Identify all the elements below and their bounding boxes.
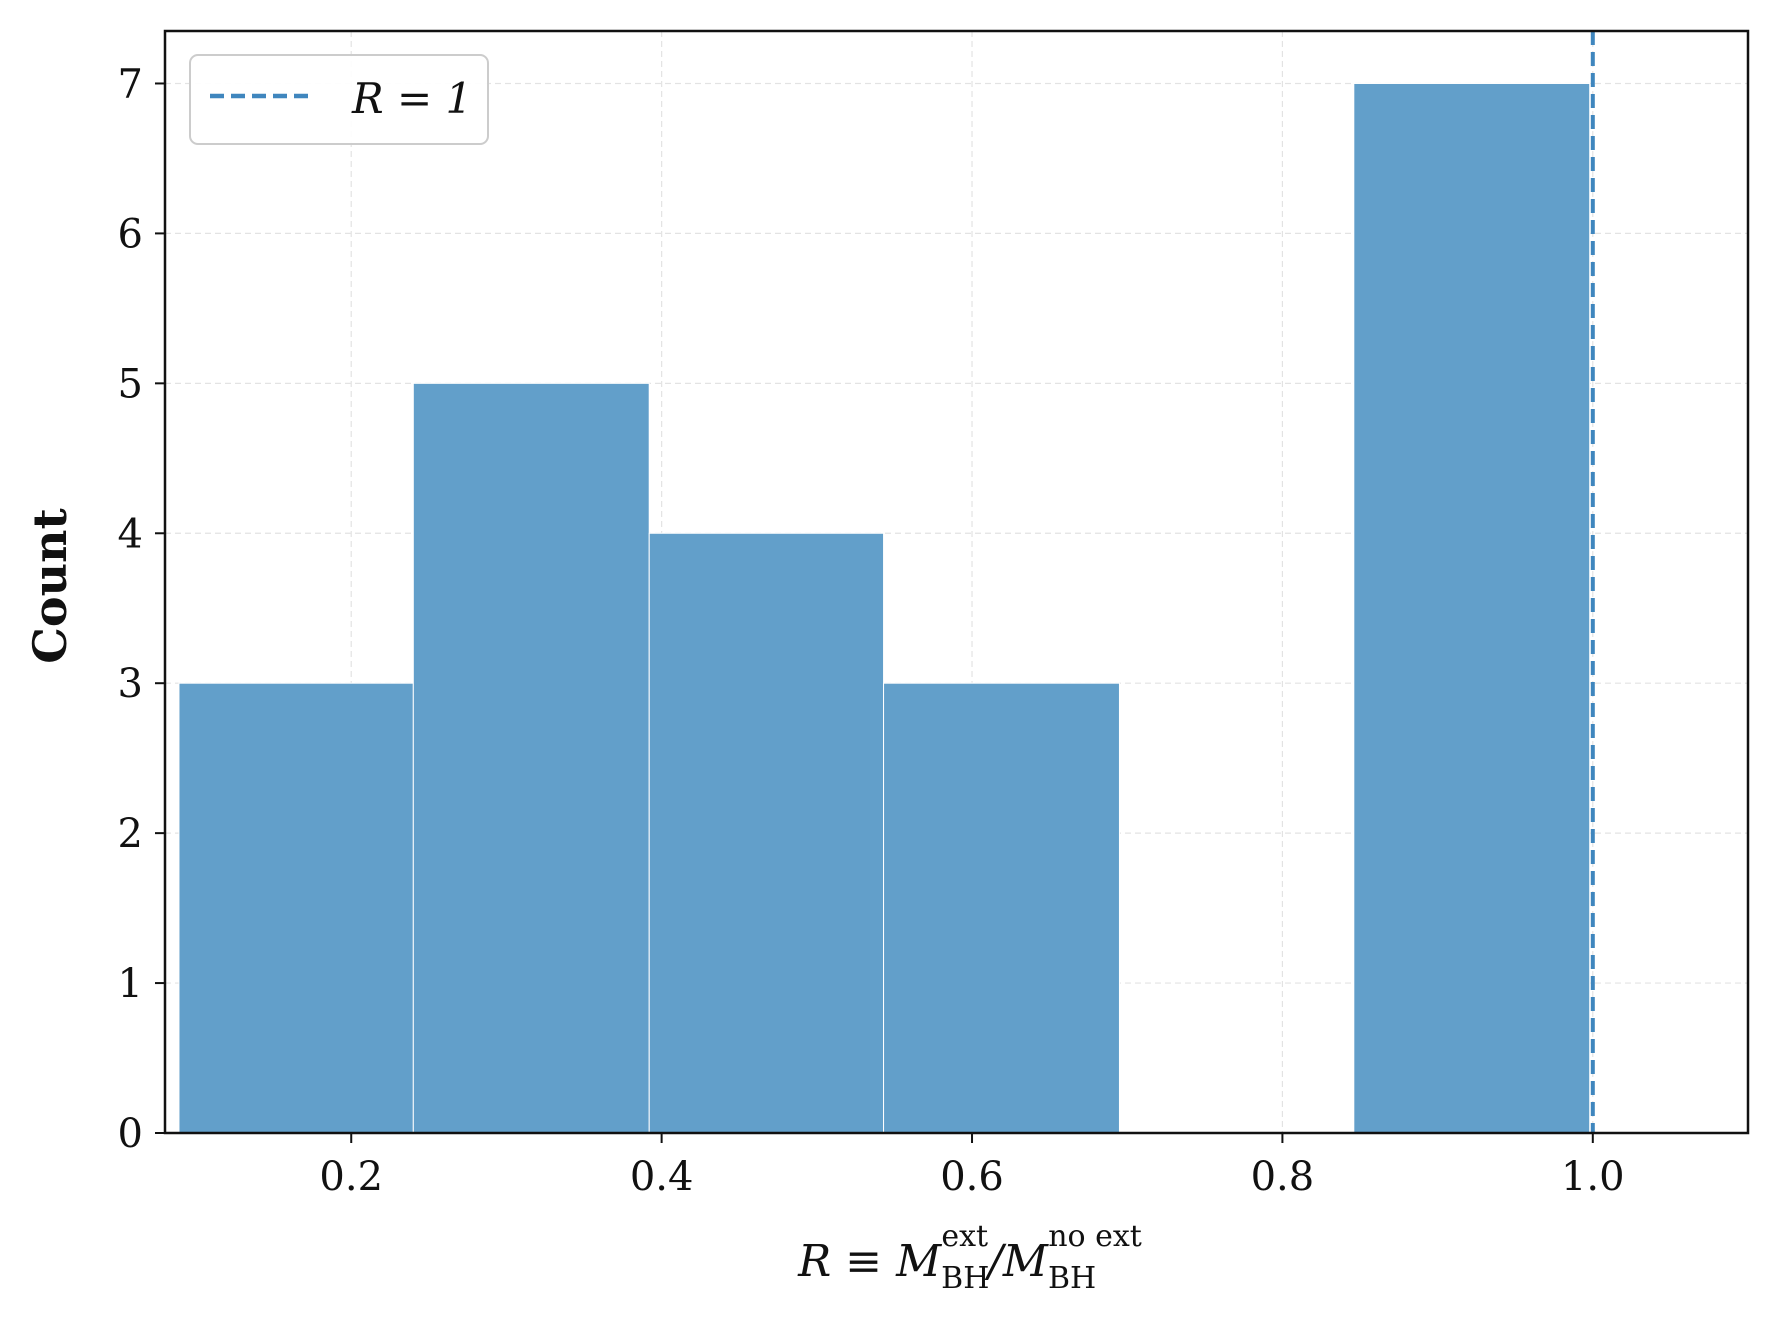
y-axis-title: Count (23, 508, 77, 664)
x-axis-title-sub-2: BH (1048, 1261, 1096, 1296)
histogram-bar-5 (1353, 82, 1591, 1134)
y-axis-ticks: 0 1 2 3 4 5 6 7 (118, 61, 165, 1157)
x-axis-ticks: 0.2 0.4 0.6 0.8 1.0 (319, 1133, 1625, 1200)
histogram-bar-0 (178, 682, 414, 1134)
x-axis-title-slash: /M (984, 1236, 1049, 1287)
y-tick-label-7: 7 (118, 61, 143, 107)
x-tick-label-4: 1.0 (1561, 1154, 1625, 1200)
legend: R = 1 (189, 54, 489, 145)
x-axis-title-sup-2: no ext (1048, 1219, 1142, 1254)
y-tick-label-2: 2 (118, 811, 143, 857)
x-axis-title: R ≡ MBHext/MBHno ext (797, 1219, 1142, 1296)
y-tick-label-3: 3 (118, 661, 143, 707)
x-tick-label-2: 0.6 (940, 1154, 1004, 1200)
y-tick-label-0: 0 (118, 1111, 143, 1157)
x-axis-title-main: R ≡ M (797, 1236, 942, 1287)
histogram-bar-2 (648, 532, 885, 1134)
plot-frame (163, 29, 1750, 1135)
histogram-bars (178, 82, 1591, 1134)
x-tick-label-3: 0.8 (1251, 1154, 1315, 1200)
x-axis-title-sub-1: BH (941, 1261, 989, 1296)
legend-entry-label: R = 1 (351, 74, 472, 123)
y-tick-label-4: 4 (118, 511, 143, 557)
legend-box (189, 54, 489, 145)
x-axis-title-sup-1: ext (941, 1219, 988, 1254)
histogram-bar-1 (412, 382, 650, 1134)
x-tick-label-0: 0.2 (319, 1154, 383, 1200)
y-tick-label-1: 1 (118, 961, 143, 1007)
x-tick-label-1: 0.4 (630, 1154, 694, 1200)
y-tick-label-5: 5 (118, 361, 143, 407)
y-tick-label-6: 6 (118, 211, 143, 257)
histogram-bar-3 (883, 682, 1120, 1134)
